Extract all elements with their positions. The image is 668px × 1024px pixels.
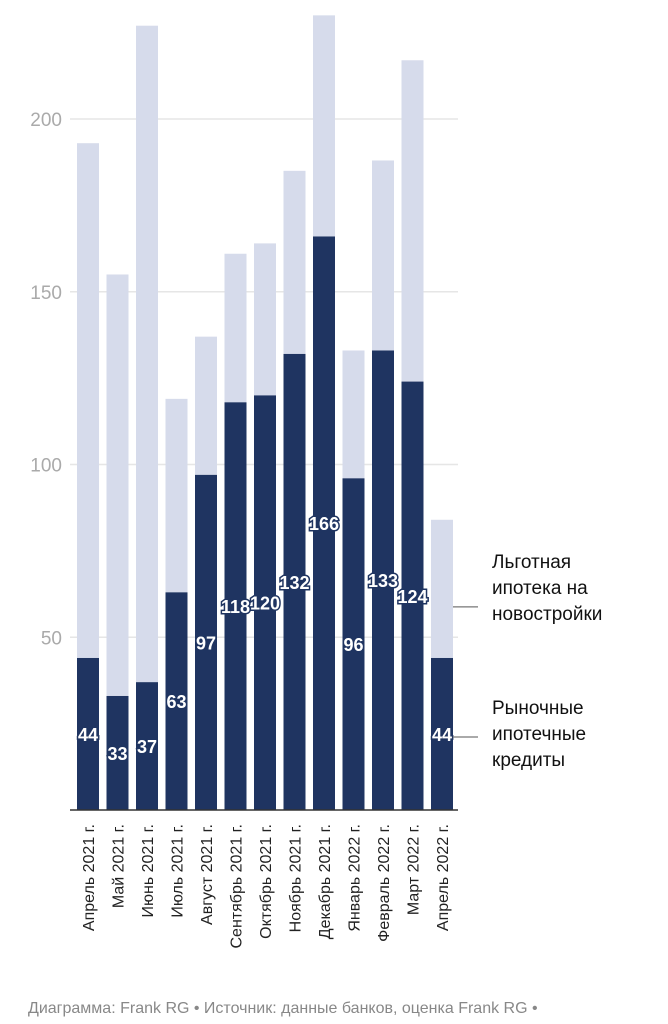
bar-segment-mortgage (283, 170, 306, 354)
x-tick-label: Октябрь 2021 г. (258, 824, 275, 939)
bar-segment-mortgage (372, 160, 394, 351)
y-tick-label: 100 (30, 456, 62, 477)
y-tick-label: 50 (41, 628, 62, 649)
legend-connectors (453, 606, 478, 738)
bar-segment-mortgage (195, 336, 217, 475)
bar-segment-mortgage (313, 15, 335, 237)
x-tick-label: Февраль 2022 г. (376, 824, 393, 942)
legend-market-label: Рыночные ипотечные кредиты (492, 698, 587, 771)
data-label: 124 (397, 587, 427, 607)
x-tick-label: Март 2022 г. (406, 824, 423, 915)
data-label: 133 (368, 571, 398, 591)
data-label: 44 (78, 725, 98, 745)
bar-segment-mortgage (254, 243, 276, 396)
axes: 50 100 150 200 Апрель 2021 г. Май 2021 г. Июнь… (30, 110, 458, 949)
chart-source-footer: Диаграмма: Frank RG • Источник: данные б… (28, 1000, 538, 1017)
bar-segment-market (165, 592, 188, 810)
x-tick-label: Сентябрь 2021 г. (229, 824, 246, 949)
bar-segment-mortgage (106, 274, 129, 696)
x-tick-label: Апрель 2022 г. (435, 824, 452, 931)
bar-segment-market (372, 350, 394, 810)
bar-segment-mortgage (342, 350, 365, 479)
data-label: 63 (166, 692, 186, 712)
bar-segment-mortgage (401, 60, 424, 382)
data-label: 97 (196, 633, 216, 653)
bar-segment-mortgage (136, 25, 158, 683)
bar-segment-mortgage (77, 143, 99, 658)
x-tick-label: Август 2021 г. (199, 824, 216, 925)
data-label: 33 (107, 744, 127, 764)
bar-segment-market (195, 474, 217, 810)
bar-segment-market (313, 236, 335, 811)
bars (77, 15, 453, 811)
data-label: 132 (279, 573, 309, 593)
bar-segment-market (77, 657, 99, 810)
x-tick-label: Ноябрь 2021 г. (288, 824, 305, 932)
bar-segment-market (283, 353, 306, 810)
bar-segment-mortgage (165, 398, 188, 593)
data-label: 37 (137, 737, 157, 757)
bar-segment-market (254, 395, 276, 810)
x-tick-label: Апрель 2021 г. (81, 824, 98, 931)
bar-segment-market (342, 478, 365, 810)
data-label: 166 (309, 514, 339, 534)
bar-segment-mortgage (224, 253, 247, 403)
x-tick-label: Январь 2022 г. (347, 824, 364, 932)
data-label: 120 (250, 594, 280, 614)
bar-segment-market (431, 657, 453, 810)
bar-segment-market (401, 381, 424, 810)
y-tick-label: 200 (30, 110, 62, 131)
bar-segment-market (136, 682, 158, 810)
bar-segment-market (224, 402, 247, 810)
data-label: 44 (432, 725, 452, 745)
legend-mortgage-label: Льготная ипотека на новостройки (492, 552, 603, 625)
x-tick-label: Декабрь 2021 г. (317, 824, 334, 939)
data-label: 118 (221, 597, 250, 617)
data-label: 96 (343, 635, 363, 655)
bar-segment-mortgage (431, 519, 453, 658)
x-tick-label: Июнь 2021 г. (140, 824, 157, 917)
x-tick-label: Май 2021 г. (111, 824, 128, 908)
bar-segment-market (106, 695, 129, 810)
y-tick-label: 150 (30, 283, 62, 304)
x-tick-label: Июль 2021 г. (170, 824, 187, 918)
